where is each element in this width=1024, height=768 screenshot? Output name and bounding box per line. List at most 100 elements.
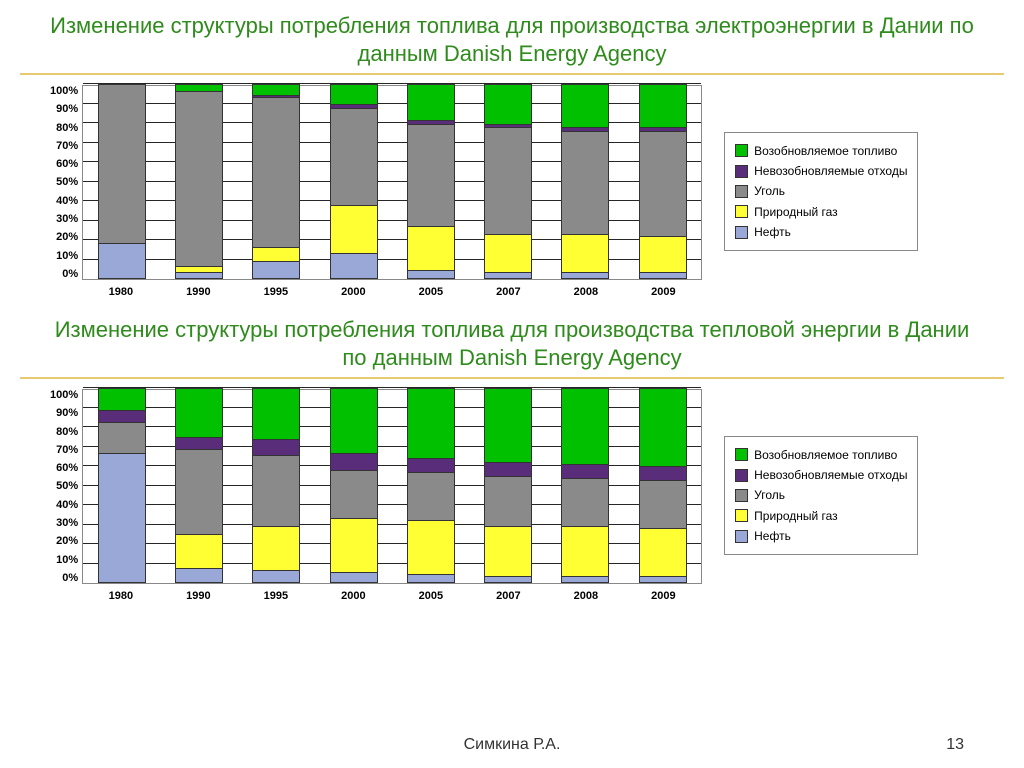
seg-natgas <box>640 236 686 273</box>
legend-swatch <box>735 489 748 502</box>
seg-oil <box>485 576 531 582</box>
seg-nonrenew_waste <box>331 453 377 470</box>
seg-coal <box>176 449 222 534</box>
xtick-label: 1995 <box>252 590 300 602</box>
seg-oil <box>331 253 377 278</box>
seg-oil <box>408 270 454 278</box>
legend-item-oil: Нефть <box>735 526 907 546</box>
xtick-label: 1995 <box>252 286 300 298</box>
legend-label: Нефть <box>754 222 791 242</box>
xtick-label: 2005 <box>407 286 455 298</box>
page-number: 13 <box>946 736 964 754</box>
chart1-title: Изменение структуры потребления топлива … <box>50 12 974 67</box>
seg-nonrenew_waste <box>408 458 454 472</box>
xtick-label: 2009 <box>639 590 687 602</box>
chart2-block: 100%90%80%70%60%50%40%30%20%10%0% 198019… <box>20 389 1004 602</box>
chart2-plot <box>82 389 702 584</box>
chart1-yaxis: 100%90%80%70%60%50%40%30%20%10%0% <box>50 85 82 280</box>
seg-natgas <box>408 520 454 574</box>
legend-item-nonrenew_waste: Невозобновляемые отходы <box>735 465 907 485</box>
seg-natgas <box>485 234 531 273</box>
ytick-label: 60% <box>56 158 78 170</box>
ytick-label: 90% <box>56 407 78 419</box>
seg-renewable <box>408 85 454 120</box>
xtick-label: 1980 <box>97 590 145 602</box>
ytick-label: 0% <box>62 572 78 584</box>
xtick-label: 2009 <box>639 286 687 298</box>
bars-container <box>83 86 701 279</box>
seg-coal <box>331 108 377 205</box>
bar-2009 <box>639 388 687 583</box>
xtick-label: 2000 <box>329 590 377 602</box>
legend-item-renewable: Возобновляемое топливо <box>735 141 907 161</box>
ytick-label: 20% <box>56 231 78 243</box>
chart1-block: 100%90%80%70%60%50%40%30%20%10%0% 198019… <box>20 85 1004 298</box>
ytick-label: 70% <box>56 444 78 456</box>
bar-1990 <box>175 388 223 583</box>
seg-nonrenew_waste <box>176 437 222 449</box>
legend-label: Возобновляемое топливо <box>754 141 897 161</box>
bar-1995 <box>252 84 300 279</box>
seg-coal <box>253 455 299 526</box>
legend-label: Возобновляемое топливо <box>754 445 897 465</box>
ytick-label: 10% <box>56 250 78 262</box>
seg-coal <box>99 85 145 243</box>
bar-2008 <box>561 388 609 583</box>
legend-swatch <box>735 469 748 482</box>
legend-label: Уголь <box>754 485 785 505</box>
seg-oil <box>408 574 454 582</box>
seg-oil <box>99 243 145 278</box>
legend-label: Невозобновляемые отходы <box>754 465 907 485</box>
seg-natgas <box>331 205 377 253</box>
bar-2007 <box>484 388 532 583</box>
seg-renewable <box>331 389 377 453</box>
xtick-label: 2007 <box>484 286 532 298</box>
legend-item-natgas: Природный газ <box>735 202 907 222</box>
bar-2005 <box>407 388 455 583</box>
seg-coal <box>562 131 608 233</box>
bar-1995 <box>252 388 300 583</box>
legend-item-coal: Уголь <box>735 485 907 505</box>
legend-item-oil: Нефть <box>735 222 907 242</box>
chart2-yaxis: 100%90%80%70%60%50%40%30%20%10%0% <box>50 389 82 584</box>
seg-nonrenew_waste <box>562 464 608 478</box>
seg-oil <box>253 261 299 278</box>
ytick-label: 30% <box>56 517 78 529</box>
divider-1 <box>20 73 1004 75</box>
bar-2007 <box>484 84 532 279</box>
bar-2009 <box>639 84 687 279</box>
chart2-xaxis: 19801990199520002005200720082009 <box>82 584 702 602</box>
xtick-label: 2000 <box>329 286 377 298</box>
ytick-label: 100% <box>50 85 78 97</box>
seg-renewable <box>253 389 299 439</box>
bar-2005 <box>407 84 455 279</box>
legend-swatch <box>735 448 748 461</box>
bar-1980 <box>98 84 146 279</box>
legend-item-renewable: Возобновляемое топливо <box>735 445 907 465</box>
ytick-label: 0% <box>62 268 78 280</box>
seg-oil <box>562 272 608 278</box>
legend-item-nonrenew_waste: Невозобновляемые отходы <box>735 161 907 181</box>
bar-2000 <box>330 84 378 279</box>
legend-swatch <box>735 205 748 218</box>
seg-natgas <box>331 518 377 572</box>
seg-natgas <box>253 247 299 261</box>
seg-natgas <box>562 526 608 576</box>
seg-coal <box>562 478 608 526</box>
legend-label: Нефть <box>754 526 791 546</box>
ytick-label: 50% <box>56 480 78 492</box>
xtick-label: 1980 <box>97 286 145 298</box>
legend-swatch <box>735 226 748 239</box>
seg-renewable <box>176 389 222 437</box>
legend-swatch <box>735 165 748 178</box>
legend-label: Природный газ <box>754 202 838 222</box>
chart1-xaxis: 19801990199520002005200720082009 <box>82 280 702 298</box>
bar-2008 <box>561 84 609 279</box>
chart2-title: Изменение структуры потребления топлива … <box>50 316 974 371</box>
ytick-label: 10% <box>56 554 78 566</box>
seg-natgas <box>485 526 531 576</box>
bar-2000 <box>330 388 378 583</box>
seg-coal <box>485 127 531 233</box>
seg-coal <box>331 470 377 518</box>
bar-1990 <box>175 84 223 279</box>
